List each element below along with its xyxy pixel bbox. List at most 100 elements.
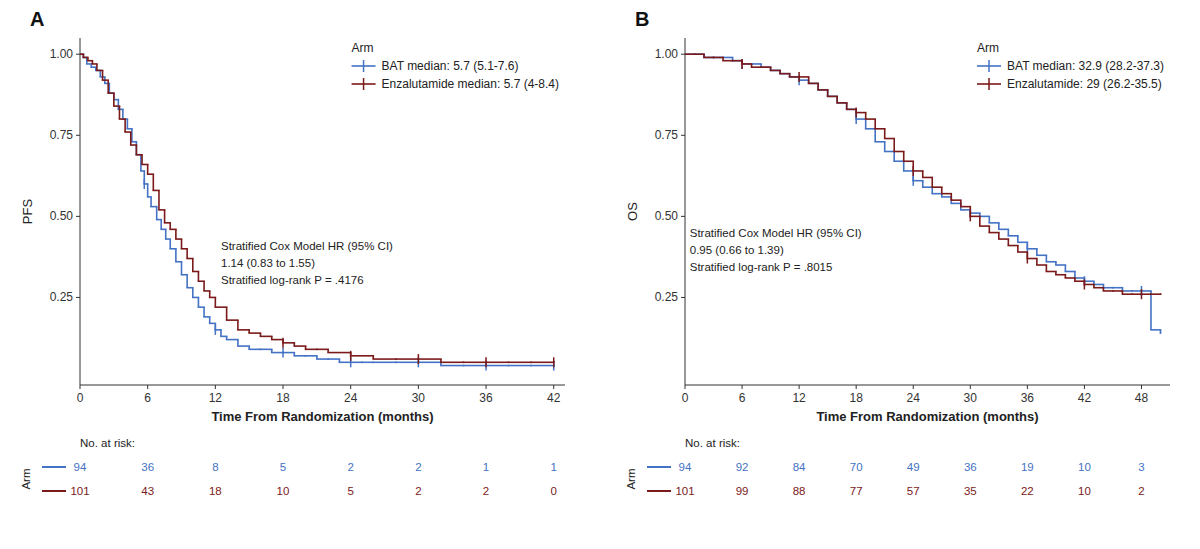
y-tick (76, 54, 80, 55)
step-riser (160, 220, 162, 230)
step-segment (904, 160, 914, 162)
step-segment (1056, 274, 1066, 276)
step-riser (1017, 246, 1019, 252)
step-segment (761, 66, 771, 68)
step-segment (837, 102, 847, 104)
x-tick-label: 0 (682, 391, 689, 405)
step-segment (1094, 287, 1104, 289)
step-riser (1150, 291, 1152, 330)
step-segment (176, 261, 182, 263)
step-segment (923, 186, 933, 188)
step-riser (941, 187, 943, 193)
step-segment (1122, 290, 1132, 292)
figure: 0.250.500.751.0006121824303642Time From … (0, 0, 1200, 549)
x-axis-label: Time From Randomization (months) (211, 409, 433, 424)
step-segment (215, 329, 221, 331)
step-segment (317, 358, 328, 360)
step-segment (272, 352, 283, 354)
step-riser (998, 233, 1000, 239)
step-segment (780, 73, 790, 75)
censor-mark (350, 351, 352, 361)
censor-mark (970, 211, 972, 221)
step-segment (961, 209, 971, 211)
x-tick (553, 385, 554, 389)
y-tick-label: 0.75 (655, 128, 679, 142)
step-segment (847, 109, 857, 111)
y-axis-line (685, 38, 686, 385)
x-axis-line (685, 385, 1170, 386)
step-riser (215, 297, 217, 307)
step-riser (113, 93, 115, 106)
step-segment (1103, 290, 1113, 292)
y-tick-label: 1.00 (50, 47, 74, 61)
step-segment (866, 128, 876, 130)
step-segment (733, 60, 743, 62)
panel-title: A (30, 8, 44, 30)
step-segment (818, 89, 828, 91)
step-riser (817, 83, 819, 89)
annotation-line: Stratified Cox Model HR (95% CI) (221, 240, 393, 252)
risk-count: 88 (793, 485, 806, 497)
step-segment (486, 365, 509, 367)
step-segment (856, 118, 866, 120)
censor-mark (553, 357, 555, 367)
step-segment (761, 66, 771, 68)
step-riser (884, 129, 886, 139)
step-segment (339, 361, 350, 363)
step-segment (1075, 277, 1085, 279)
step-riser (903, 161, 905, 171)
step-riser (950, 194, 952, 200)
step-segment (328, 358, 339, 360)
x-tick-label: 30 (412, 391, 426, 405)
censor-mark (855, 108, 857, 118)
legend-title: Arm (352, 41, 374, 55)
step-segment (97, 70, 103, 72)
step-segment (136, 154, 142, 156)
step-riser (169, 239, 171, 249)
step-riser (827, 90, 829, 96)
step-riser (998, 223, 1000, 229)
risk-count: 101 (70, 485, 89, 497)
x-tick (685, 385, 686, 389)
legend-swatch-marker (363, 60, 365, 72)
step-riser (150, 197, 152, 207)
step-segment (119, 118, 125, 120)
step-segment (204, 290, 210, 292)
step-segment (1122, 293, 1132, 295)
step-riser (893, 152, 895, 162)
y-tick-label: 1.00 (655, 47, 679, 61)
x-tick (856, 385, 857, 389)
step-segment (373, 358, 396, 360)
step-segment (771, 70, 781, 72)
step-segment (752, 66, 762, 68)
censor-mark (741, 59, 743, 69)
x-tick-label: 24 (907, 391, 921, 405)
x-tick-label: 42 (547, 391, 561, 405)
risk-row-key (647, 490, 671, 492)
step-segment (894, 160, 904, 162)
legend-entry: Enzalutamide: 29 (26.2-35.5) (1007, 77, 1162, 91)
step-segment (351, 361, 362, 363)
step-segment (283, 352, 294, 354)
step-segment (148, 173, 154, 175)
risk-count: 3 (1138, 461, 1144, 473)
step-riser (922, 181, 924, 187)
step-segment (1132, 293, 1142, 295)
step-segment (1037, 254, 1047, 256)
x-tick (742, 385, 743, 389)
step-segment (294, 355, 305, 357)
step-segment (704, 57, 714, 59)
step-segment (695, 53, 705, 55)
step-riser (989, 216, 991, 222)
legend-entry: Enzalutamide median: 5.7 (4-8.4) (382, 77, 559, 91)
step-riser (186, 275, 188, 288)
y-axis-label: OS (625, 202, 640, 221)
risk-count: 36 (964, 461, 977, 473)
step-riser (192, 288, 194, 298)
step-riser (808, 77, 810, 83)
step-segment (351, 355, 374, 357)
step-riser (931, 177, 933, 187)
step-segment (856, 112, 866, 114)
step-segment (885, 138, 895, 140)
x-tick-label: 18 (849, 391, 863, 405)
